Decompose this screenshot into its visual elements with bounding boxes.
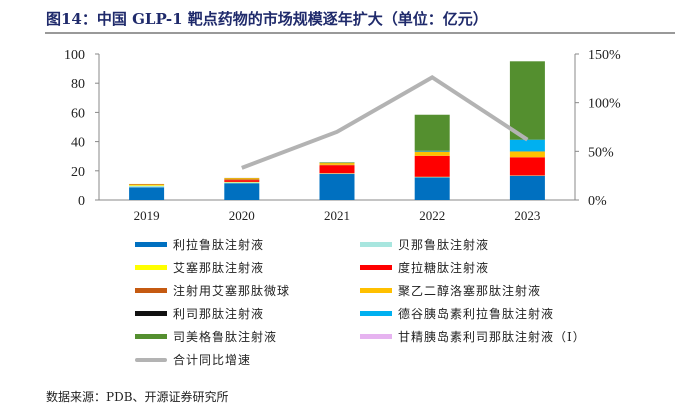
bar-segment <box>319 163 355 165</box>
legend-item: 聚乙二醇洛塞那肽注射液 <box>360 282 541 299</box>
y2-tick-label: 100% <box>588 97 621 112</box>
bar-segment <box>224 178 260 180</box>
legend-swatch <box>135 265 167 270</box>
bar-segment <box>509 139 545 152</box>
x-tick-label: 2023 <box>514 208 540 223</box>
legend-swatch <box>135 242 167 247</box>
legend-item: 合计同比增速 <box>135 351 251 368</box>
legend-label: 德谷胰岛素利拉鲁肽注射液 <box>398 307 555 321</box>
legend-item: 甘精胰岛素利司那肽注射液（I） <box>360 328 586 345</box>
bar-segment <box>509 61 545 140</box>
bar-segment <box>319 165 355 174</box>
legend-swatch <box>135 357 167 362</box>
bar-segment <box>414 114 450 151</box>
legend-label: 利司那肽注射液 <box>173 307 265 321</box>
legend-swatch <box>135 311 167 316</box>
legend-label: 合计同比增速 <box>173 353 252 367</box>
legend-swatch <box>360 265 392 270</box>
legend-label: 利拉鲁肽注射液 <box>173 238 265 252</box>
source-note: 数据来源：PDB、开源证券研究所 <box>46 390 229 404</box>
legend-swatch <box>360 334 392 339</box>
y-tick-label: 80 <box>71 77 85 92</box>
bar-segment <box>414 151 450 156</box>
legend-item: 利司那肽注射液 <box>135 305 264 322</box>
bar-segment <box>414 177 450 200</box>
bar-segment <box>129 187 165 200</box>
legend-item: 司美格鲁肽注射液 <box>135 328 277 345</box>
legend-item: 利拉鲁肽注射液 <box>135 236 264 253</box>
bar-segment <box>319 162 355 163</box>
legend-item: 注射用艾塞那肽微球 <box>135 282 290 299</box>
bar-segment <box>319 174 355 200</box>
legend-label: 艾塞那肽注射液 <box>173 261 265 275</box>
bar-segment <box>129 184 165 186</box>
legend-label: 注射用艾塞那肽微球 <box>173 284 291 298</box>
bar-segment <box>509 151 545 158</box>
y2-tick-label: 50% <box>588 145 614 160</box>
bar-segment <box>224 179 260 181</box>
x-tick-label: 2022 <box>419 208 445 223</box>
legend-item: 德谷胰岛素利拉鲁肽注射液 <box>360 305 554 322</box>
legend-item: 贝那鲁肽注射液 <box>360 236 489 253</box>
legend-swatch <box>360 288 392 293</box>
legend-swatch <box>135 334 167 339</box>
legend-label: 聚乙二醇洛塞那肽注射液 <box>398 284 542 298</box>
y-tick-label: 40 <box>71 136 85 151</box>
bar-segment <box>224 183 260 200</box>
y-tick-label: 100 <box>64 48 85 63</box>
legend-label: 司美格鲁肽注射液 <box>173 330 278 344</box>
y-tick-label: 20 <box>71 165 85 180</box>
x-tick-label: 2020 <box>229 208 255 223</box>
bar-segment <box>129 185 165 188</box>
bar-segment <box>224 180 260 182</box>
legend-item: 度拉糖肽注射液 <box>360 259 489 276</box>
legend-item: 艾塞那肽注射液 <box>135 259 264 276</box>
chart-title: 图14：中国 GLP-1 靶点药物的市场规模逐年扩大（单位：亿元） <box>46 10 488 28</box>
y2-tick-label: 150% <box>588 48 621 63</box>
y-tick-label: 0 <box>78 194 85 209</box>
x-tick-label: 2019 <box>134 208 160 223</box>
bar-segment <box>509 175 545 200</box>
chart-plot: 0 20 40 60 80 100 0% 50% 100% 150% 2019 2020 2021 202… <box>64 48 621 223</box>
bar-segment <box>224 182 260 184</box>
title-divider <box>45 32 675 34</box>
growth-line <box>241 75 529 170</box>
y2-tick-label: 0% <box>588 194 607 209</box>
legend-label: 甘精胰岛素利司那肽注射液（I） <box>398 330 586 344</box>
bar-segment <box>129 185 165 186</box>
y-tick-label: 60 <box>71 106 85 121</box>
legend-label: 度拉糖肽注射液 <box>398 261 490 275</box>
legend-label: 贝那鲁肽注射液 <box>398 238 490 252</box>
bar-segment <box>414 150 450 152</box>
legend-swatch <box>360 242 392 247</box>
bar-segment <box>509 157 545 176</box>
legend-swatch <box>360 311 392 316</box>
x-tick-label: 2021 <box>324 208 350 223</box>
bar-segment <box>414 155 450 177</box>
legend-swatch <box>135 288 167 293</box>
